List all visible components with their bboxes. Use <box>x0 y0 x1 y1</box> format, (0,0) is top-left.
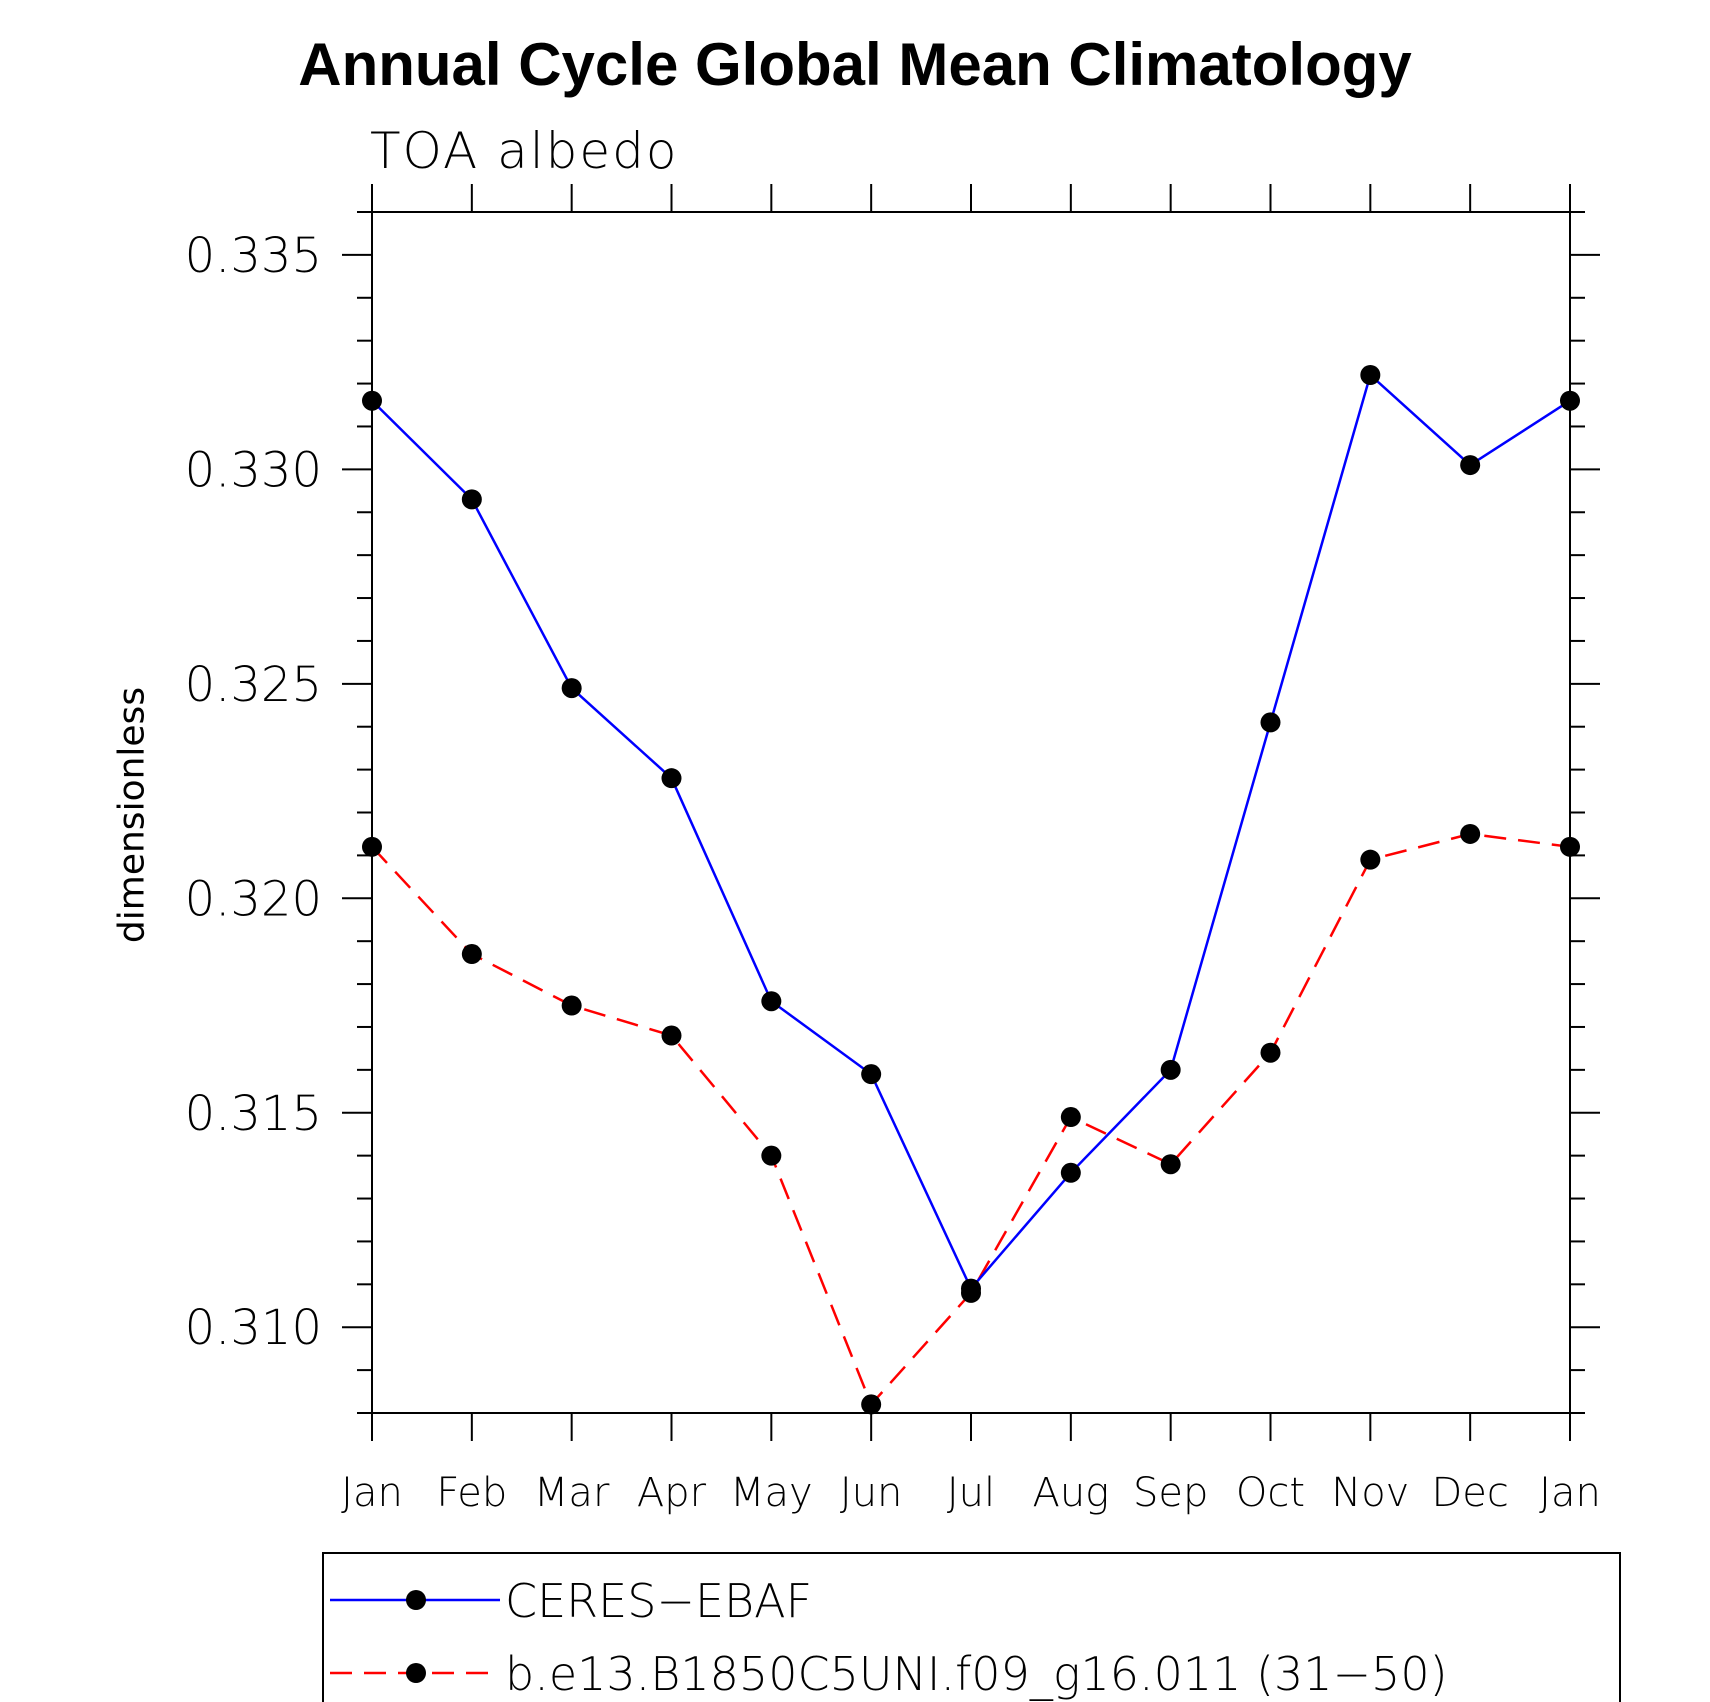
data-point <box>1160 1059 1181 1080</box>
x-tick-label: Nov <box>1331 1470 1409 1516</box>
legend: CERES−EBAF b.e13.B1850C5UNI.f09_g16.011 (… <box>322 1552 1621 1702</box>
data-point <box>1060 1162 1081 1183</box>
data-point <box>1460 823 1481 844</box>
y-tick-label: 0.335 <box>185 228 322 284</box>
data-point <box>1560 836 1580 857</box>
data-point <box>461 944 482 965</box>
data-point <box>661 1025 682 1046</box>
y-tick-label: 0.310 <box>185 1300 322 1356</box>
chart-subtitle: TOA albedo <box>370 122 679 180</box>
data-point <box>961 1278 981 1299</box>
data-point <box>1560 390 1580 411</box>
data-point <box>761 1145 782 1166</box>
x-tick-label: Jan <box>1539 1470 1601 1516</box>
x-tick-label: May <box>730 1470 813 1516</box>
x-tick-label: Mar <box>534 1470 610 1516</box>
data-point <box>861 1394 882 1415</box>
y-tick-label: 0.325 <box>185 657 322 713</box>
data-point <box>1360 849 1381 870</box>
legend-marker <box>406 1663 426 1683</box>
x-tick-label: Jun <box>840 1470 903 1516</box>
data-point <box>861 1064 882 1085</box>
x-tick-label: Sep <box>1133 1470 1208 1516</box>
x-tick-label: Dec <box>1431 1470 1508 1516</box>
x-tick-label: Feb <box>436 1470 507 1516</box>
y-tick-label: 0.315 <box>185 1086 322 1142</box>
data-point <box>561 995 582 1016</box>
data-point <box>1360 364 1381 385</box>
legend-label: b.e13.B1850C5UNI.f09_g16.011 (31−50) <box>505 1647 1448 1701</box>
data-point <box>661 768 682 789</box>
x-tick-label: Aug <box>1032 1470 1109 1516</box>
data-point <box>362 836 382 857</box>
series-line <box>371 372 1571 1291</box>
data-point <box>1060 1107 1081 1128</box>
series-layer <box>362 364 1580 1415</box>
data-point <box>1460 455 1481 476</box>
data-point <box>561 678 582 699</box>
y-tick-label: 0.330 <box>185 442 322 498</box>
data-point <box>461 489 482 510</box>
series-line <box>371 832 1571 1407</box>
axis-ticks: Jan Feb Mar Apr May Jun Jul Aug Sep Oct Nov Dec Jan 0… <box>185 184 1601 1516</box>
legend-marker <box>406 1590 426 1610</box>
x-tick-label: Apr <box>637 1470 707 1516</box>
legend-box <box>322 1552 1621 1702</box>
data-point <box>1260 712 1281 733</box>
x-tick-label: Jan <box>341 1470 403 1516</box>
x-tick-label: Oct <box>1236 1470 1305 1516</box>
data-point <box>362 390 382 411</box>
data-point <box>1260 1042 1281 1063</box>
x-tick-label: Jul <box>947 1470 995 1516</box>
chart-title: Annual Cycle Global Mean Climatology <box>298 31 1412 98</box>
data-point <box>761 991 782 1012</box>
y-tick-label: 0.320 <box>185 871 322 927</box>
legend-label: CERES−EBAF <box>505 1574 812 1628</box>
data-point <box>1160 1154 1181 1175</box>
